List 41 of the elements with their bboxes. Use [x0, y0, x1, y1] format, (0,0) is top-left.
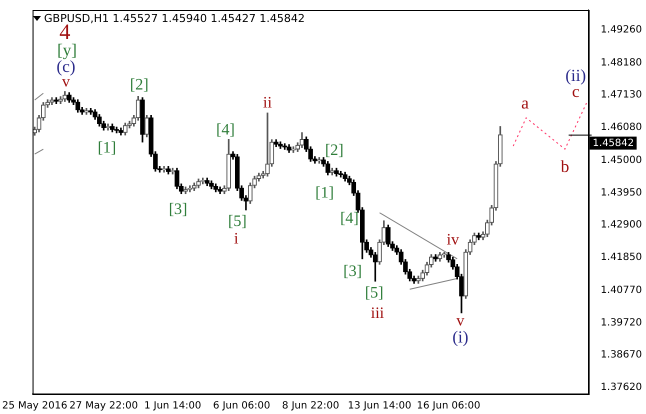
x-tick-label: 16 Jun 06:00	[416, 400, 480, 412]
annotation: (i)	[452, 328, 468, 347]
line-series	[512, 102, 587, 150]
candlestick	[265, 112, 270, 177]
y-tick-label: 1.47130	[600, 90, 642, 101]
annotation: ii	[263, 94, 272, 112]
x-tick-label: 27 May 22:00	[69, 400, 138, 412]
annotation: [3]	[343, 262, 362, 280]
annotation: [4]	[340, 210, 359, 228]
annotation: [1]	[98, 139, 116, 156]
x-tick-label: 1 Jun 14:00	[144, 400, 202, 412]
y-tick-label: 1.49260	[600, 24, 642, 36]
y-tick-label: 1.43950	[600, 187, 642, 198]
y-tick-label: 1.40770	[600, 285, 642, 296]
x-tick-label: 8 Jun 22:00	[282, 400, 340, 412]
x-tick-label: 6 Jun 06:00	[213, 400, 270, 412]
annotation: [3]	[168, 201, 188, 218]
y-tick-label: 1.37620	[600, 382, 642, 393]
annotation: i	[234, 230, 240, 248]
annotation: [4]	[216, 122, 235, 139]
annotation: [1]	[315, 184, 334, 202]
annotation: [2]	[324, 142, 344, 160]
y-tick-label: 1.48180	[600, 57, 642, 68]
ref-line-label: 1.45842	[592, 138, 634, 149]
annotation: iii	[370, 305, 385, 322]
annotation: [5]	[364, 284, 384, 302]
x-tick-label: 13 Jun 14:00	[348, 400, 412, 412]
annotation: a	[521, 93, 530, 112]
annotation: b	[560, 157, 570, 176]
annotation: [2]	[130, 76, 149, 94]
y-tick-label: 1.42900	[600, 220, 642, 231]
annotation: [5]	[228, 212, 247, 230]
annotation: iv	[446, 231, 460, 248]
x-tick-label: 25 May 2016	[2, 400, 68, 412]
y-tick-label: 1.39720	[600, 317, 642, 328]
annotation: v	[456, 312, 464, 330]
y-tick-label: 1.41850	[600, 252, 642, 263]
y-tick-label: 1.38670	[600, 350, 642, 361]
annotation: v	[62, 74, 70, 91]
y-tick-label: 1.46080	[600, 122, 642, 133]
y-tick-label: 1.45000	[600, 155, 642, 166]
